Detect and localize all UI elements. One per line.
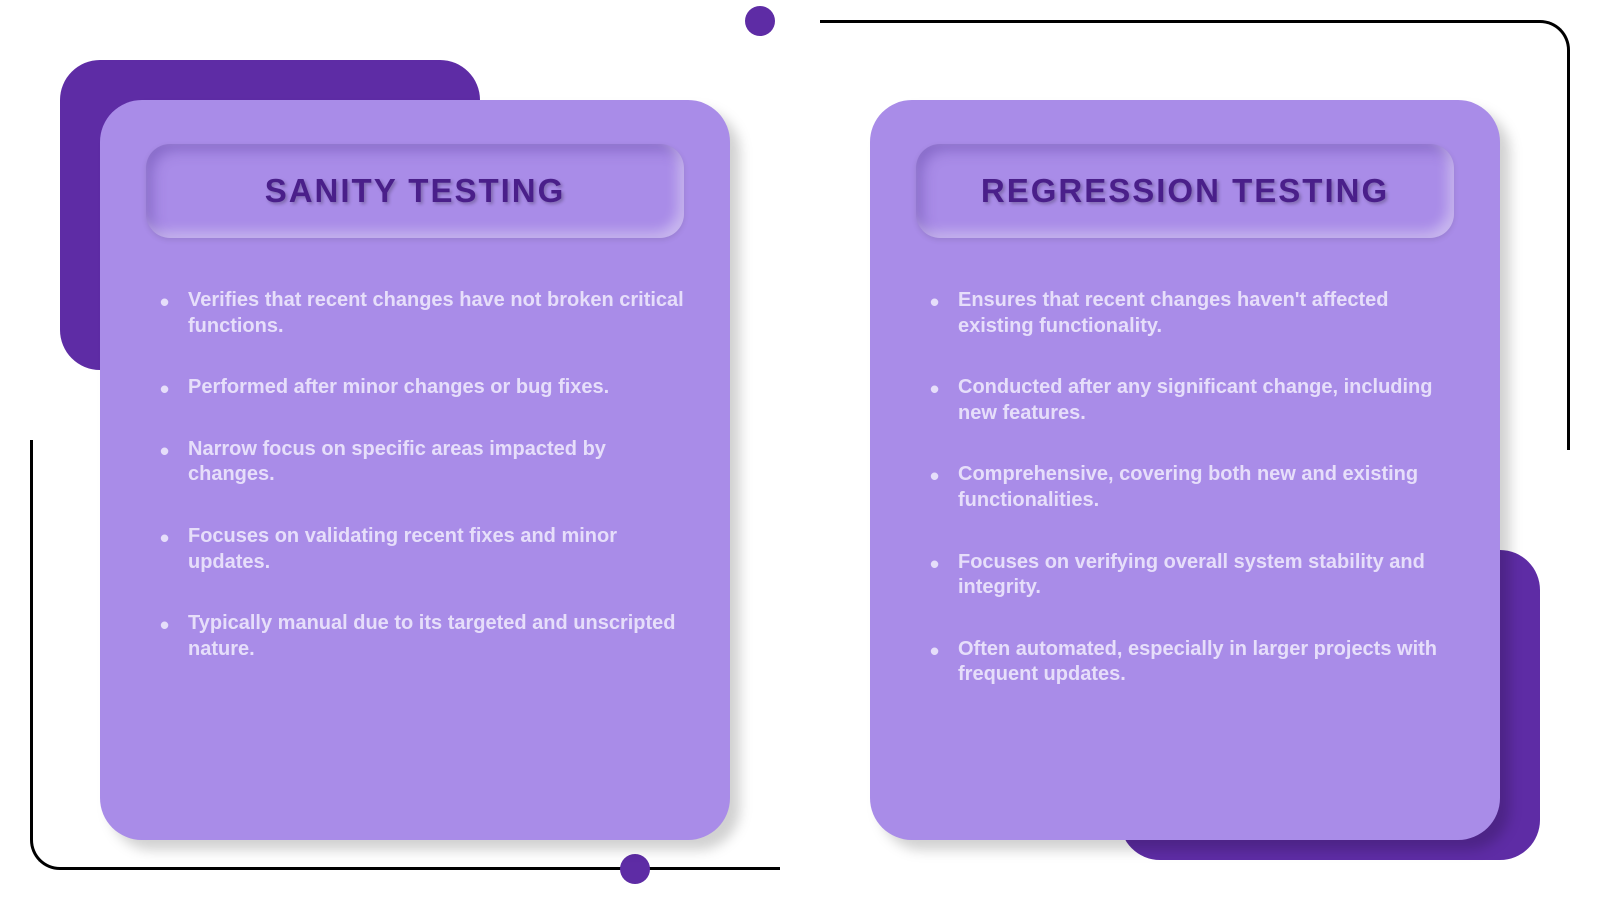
- list-item: Typically manual due to its targeted and…: [160, 611, 684, 662]
- list-item: Performed after minor changes or bug fix…: [160, 375, 684, 401]
- list-item: Focuses on verifying overall system stab…: [930, 550, 1454, 601]
- list-item: Narrow focus on specific areas impacted …: [160, 437, 684, 488]
- cards-container: SANITY TESTING Verifies that recent chan…: [0, 0, 1600, 900]
- card-wrapper-left: SANITY TESTING Verifies that recent chan…: [100, 60, 730, 840]
- title-sanity: SANITY TESTING: [166, 172, 664, 210]
- title-box-left: SANITY TESTING: [146, 144, 684, 238]
- bullet-list-left: Verifies that recent changes have not br…: [146, 288, 684, 662]
- card-sanity-testing: SANITY TESTING Verifies that recent chan…: [100, 100, 730, 840]
- card-wrapper-right: REGRESSION TESTING Ensures that recent c…: [870, 60, 1500, 840]
- list-item: Comprehensive, covering both new and exi…: [930, 462, 1454, 513]
- list-item: Verifies that recent changes have not br…: [160, 288, 684, 339]
- title-regression: REGRESSION TESTING: [936, 172, 1434, 210]
- list-item: Ensures that recent changes haven't affe…: [930, 288, 1454, 339]
- list-item: Conducted after any significant change, …: [930, 375, 1454, 426]
- list-item: Focuses on validating recent fixes and m…: [160, 524, 684, 575]
- title-box-right: REGRESSION TESTING: [916, 144, 1454, 238]
- bullet-list-right: Ensures that recent changes haven't affe…: [916, 288, 1454, 688]
- list-item: Often automated, especially in larger pr…: [930, 637, 1454, 688]
- card-regression-testing: REGRESSION TESTING Ensures that recent c…: [870, 100, 1500, 840]
